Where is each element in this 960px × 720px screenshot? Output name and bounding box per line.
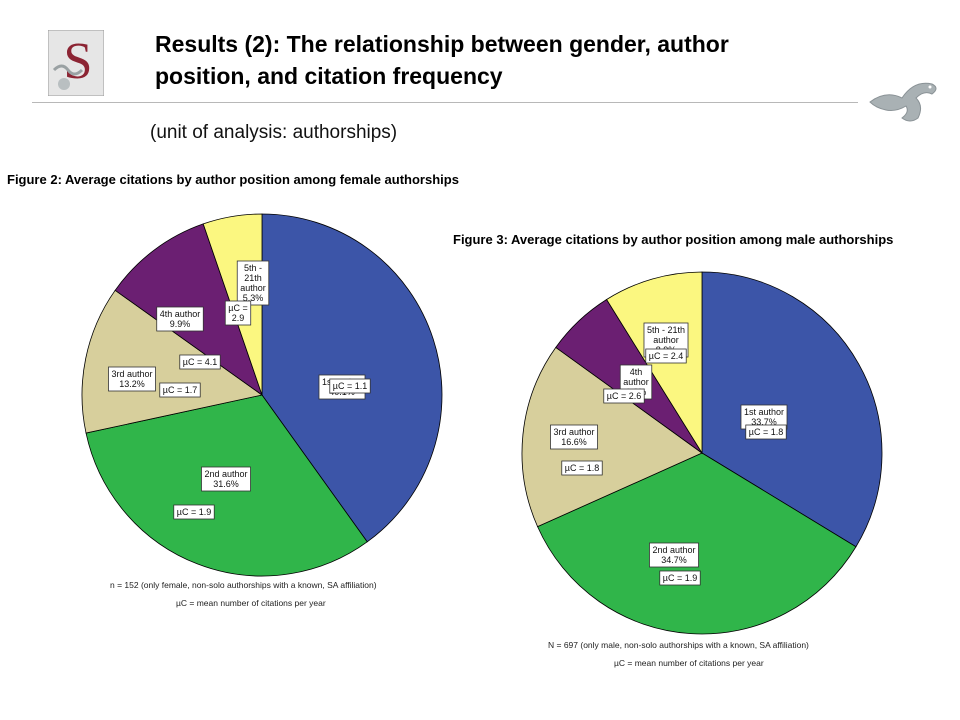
pie0-slice-0-mean-label: µC = 1.1 <box>329 378 371 394</box>
pie1-slice-0-mean-label: µC = 1.8 <box>745 424 787 440</box>
figure2-sample-note: n = 152 (only female, non-solo authorshi… <box>110 580 377 590</box>
pie1-slice-4-mean-label: µC = 2.4 <box>645 348 687 364</box>
pie0-slice-1-label: 2nd author 31.6% <box>201 466 251 492</box>
pie1-slice-3-mean-label: µC = 2.6 <box>603 388 645 404</box>
svg-text:µC = 1.9: µC = 1.9 <box>177 507 211 517</box>
slide-title-line2: position, and citation frequency <box>155 63 503 89</box>
pie1-slice-2-mean-label: µC = 1.8 <box>561 460 603 476</box>
pie1-slice-2-label: 3rd author 16.6% <box>550 424 598 450</box>
figure2-mean-note: µC = mean number of citations per year <box>176 598 326 608</box>
svg-text:µC = 4.1: µC = 4.1 <box>183 357 217 367</box>
title-divider <box>32 102 858 103</box>
pie0-slice-2 <box>81 289 263 434</box>
pie1-slice-2 <box>521 346 703 528</box>
pie1-slice-1-label: 2nd author 34.7% <box>649 542 699 568</box>
bird-emblem-icon <box>869 82 937 122</box>
svg-text:µC = 1.9: µC = 1.9 <box>663 573 697 583</box>
slide-title-line1: Results (2): The relationship between ge… <box>155 31 729 57</box>
figure2-title: Figure 2: Average citations by author po… <box>7 172 459 187</box>
pie1-slice-0 <box>701 271 883 548</box>
svg-text:µC = 1.7: µC = 1.7 <box>163 385 197 395</box>
pie1-slice-1-mean-label: µC = 1.9 <box>659 570 701 586</box>
pie0-slice-3-label: 4th author 9.9% <box>156 306 204 332</box>
slide-title: Results (2): The relationship between ge… <box>155 28 855 92</box>
figure3-sample-note: N = 697 (only male, non-solo authorships… <box>548 640 809 650</box>
pie0-slice-1-mean-label: µC = 1.9 <box>173 504 215 520</box>
figure3-mean-note: µC = mean number of citations per year <box>614 658 764 668</box>
svg-text:µC = 2.6: µC = 2.6 <box>607 391 641 401</box>
pie0-slice-2-label: 3rd author 13.2% <box>108 366 156 392</box>
pie0-slice-2-mean-label: µC = 1.7 <box>159 382 201 398</box>
svg-text:µC = 1.1: µC = 1.1 <box>333 381 367 391</box>
pie0-slice-4-mean-label: µC = 2.9 <box>224 300 252 326</box>
svg-text:µC = 1.8: µC = 1.8 <box>749 427 783 437</box>
university-logo: S <box>48 30 104 96</box>
svg-text:µC = 1.8: µC = 1.8 <box>565 463 599 473</box>
pie0-slice-3-mean-label: µC = 4.1 <box>179 354 221 370</box>
figure3-title: Figure 3: Average citations by author po… <box>453 232 894 247</box>
unit-of-analysis: (unit of analysis: authorships) <box>150 122 398 143</box>
svg-text:µC =2.9: µC = 2.9 <box>228 303 247 323</box>
pie0-slice-4-label: 5th -21th author 5.3% <box>236 260 270 306</box>
svg-text:µC = 2.4: µC = 2.4 <box>649 351 683 361</box>
